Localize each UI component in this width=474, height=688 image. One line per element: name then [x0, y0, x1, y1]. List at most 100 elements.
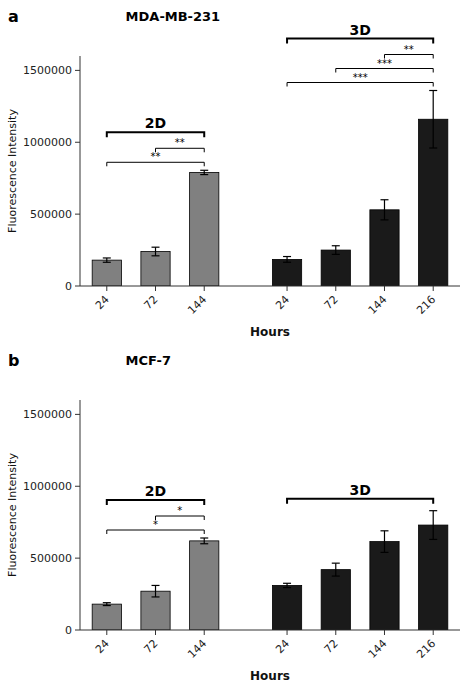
bars [92, 511, 448, 630]
error-cap [283, 256, 291, 257]
bar [321, 250, 350, 286]
error-bar [332, 563, 340, 576]
title: MCF-7 [126, 353, 171, 368]
error-bar [200, 538, 208, 544]
y-axis-label: Fluorescence Intensity [6, 109, 19, 233]
error-cap [429, 147, 437, 148]
error-cap [283, 583, 291, 584]
bar [370, 210, 399, 286]
bar [419, 525, 448, 630]
y-tick-label: 500000 [30, 208, 72, 221]
x-tick [204, 630, 205, 635]
error-cap [283, 587, 291, 588]
error-cap [200, 543, 208, 544]
title: MDA-MB-231 [126, 9, 221, 24]
x-tick [433, 630, 434, 635]
bar [92, 604, 121, 630]
error-cap [152, 247, 160, 248]
x-tick-label: 24 [93, 293, 112, 312]
significance-label: *** [377, 58, 392, 69]
error-bar [380, 200, 388, 220]
error-bar [332, 246, 340, 255]
significance-bracket [336, 69, 433, 73]
x-tick-label: 72 [142, 637, 161, 656]
x-tick-label: 72 [322, 637, 341, 656]
group-bracket [107, 132, 204, 137]
y-axis-line [80, 56, 81, 286]
group-bracket [107, 500, 204, 505]
significance-bracket [107, 162, 204, 166]
group-bracket-line [287, 39, 433, 44]
y-tick [75, 414, 80, 415]
y-tick-label: 1500000 [23, 408, 72, 421]
x-tick-label: 144 [185, 293, 209, 317]
group-label: 2D [145, 483, 166, 499]
figure: 05000001000000150000024721442472144216Ho… [0, 0, 474, 688]
significance-label: *** [353, 72, 368, 83]
x-tick-label: 216 [414, 637, 438, 661]
group-label: 2D [145, 115, 166, 131]
y-axis-label: Fluorescence Intensity [6, 453, 19, 577]
x-tick [384, 630, 385, 635]
x-tick [106, 630, 107, 635]
x-axis-label: Hours [250, 325, 290, 339]
error-line [384, 200, 385, 220]
error-cap [429, 510, 437, 511]
error-bar [283, 583, 291, 587]
significance-bracket [287, 83, 433, 87]
group-bracket-line [107, 500, 204, 505]
x-tick [287, 286, 288, 291]
error-line [335, 563, 336, 576]
error-line [286, 257, 287, 263]
error-cap [152, 255, 160, 256]
bar [190, 172, 219, 286]
error-cap [200, 537, 208, 538]
y-tick [75, 558, 80, 559]
error-cap [283, 262, 291, 263]
bar [92, 260, 121, 286]
y-tick [75, 286, 80, 287]
error-line [155, 247, 156, 256]
bar [141, 252, 170, 287]
y-tick-label: 0 [65, 624, 72, 637]
error-cap [332, 245, 340, 246]
bar [321, 570, 350, 630]
y-tick-label: 1500000 [23, 64, 72, 77]
error-cap [332, 575, 340, 576]
panel-label: b [8, 351, 19, 370]
error-bar [103, 603, 111, 606]
significance-label: ** [404, 44, 414, 55]
y-tick [75, 214, 80, 215]
error-bar [200, 170, 208, 174]
x-tick-label: 72 [322, 293, 341, 312]
error-cap [429, 90, 437, 91]
significance-bracket-line [156, 516, 205, 520]
error-cap [429, 539, 437, 540]
y-tick-label: 500000 [30, 552, 72, 565]
error-cap [152, 596, 160, 597]
significance-bracket [156, 148, 205, 152]
error-cap [200, 170, 208, 171]
x-tick-label: 144 [366, 637, 390, 661]
error-cap [103, 602, 111, 603]
y-tick [75, 142, 80, 143]
error-bar [380, 531, 388, 553]
x-tick [287, 630, 288, 635]
error-cap [380, 530, 388, 531]
x-tick [204, 286, 205, 291]
x-tick-label: 144 [366, 293, 390, 317]
error-line [155, 585, 156, 597]
error-cap [103, 262, 111, 263]
significance-bracket-line [156, 148, 205, 152]
error-bar [429, 91, 437, 149]
error-line [384, 531, 385, 553]
significance-bracket [107, 530, 204, 534]
x-tick [335, 286, 336, 291]
error-line [204, 538, 205, 544]
x-tick [106, 286, 107, 291]
bar [141, 591, 170, 630]
error-cap [332, 254, 340, 255]
error-cap [103, 605, 111, 606]
significance-bracket-line [107, 162, 204, 166]
x-tick-label: 144 [185, 637, 209, 661]
